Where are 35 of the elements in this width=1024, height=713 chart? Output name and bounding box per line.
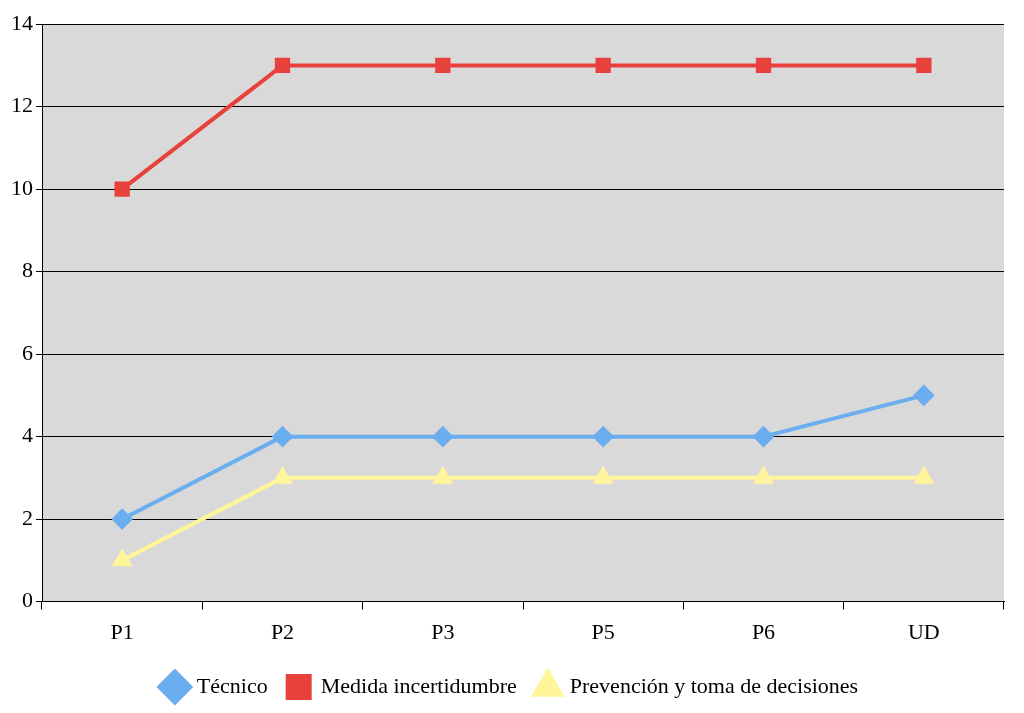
y-tick-label: 2: [22, 504, 33, 530]
point: [754, 467, 773, 484]
point: [593, 426, 614, 447]
point: [914, 467, 933, 484]
x-tick-label: P1: [110, 618, 134, 644]
x-tick-label: P5: [591, 618, 615, 644]
x-tick-label: UD: [907, 618, 940, 644]
point: [272, 426, 293, 447]
point: [913, 385, 934, 406]
y-tick-label: 4: [22, 422, 33, 448]
x-tick-label: P6: [751, 618, 776, 644]
point: [755, 57, 772, 74]
point: [433, 467, 452, 484]
y-tick-label: 8: [22, 257, 33, 283]
y-tick-label: 12: [11, 92, 33, 118]
y-tick-label: 0: [22, 587, 33, 613]
x-tick-label: P3: [431, 618, 455, 644]
y-tick-label: 14: [11, 9, 33, 35]
legend-label: Prevención y toma de decisiones: [569, 672, 859, 698]
point: [114, 181, 130, 197]
point: [273, 467, 292, 484]
point: [112, 509, 133, 530]
point: [432, 426, 453, 447]
y-tick-label: 6: [22, 339, 33, 365]
point: [916, 57, 932, 74]
legend-label: Técnico: [196, 672, 268, 698]
legend-label: Medida incertidumbre: [320, 672, 517, 698]
point: [595, 57, 611, 74]
y-tick-label: 10: [11, 174, 33, 200]
x-tick-label: P2: [270, 618, 295, 644]
point: [753, 426, 774, 447]
point: [435, 57, 451, 74]
point: [274, 57, 291, 74]
point: [113, 550, 132, 567]
point: [594, 467, 613, 484]
